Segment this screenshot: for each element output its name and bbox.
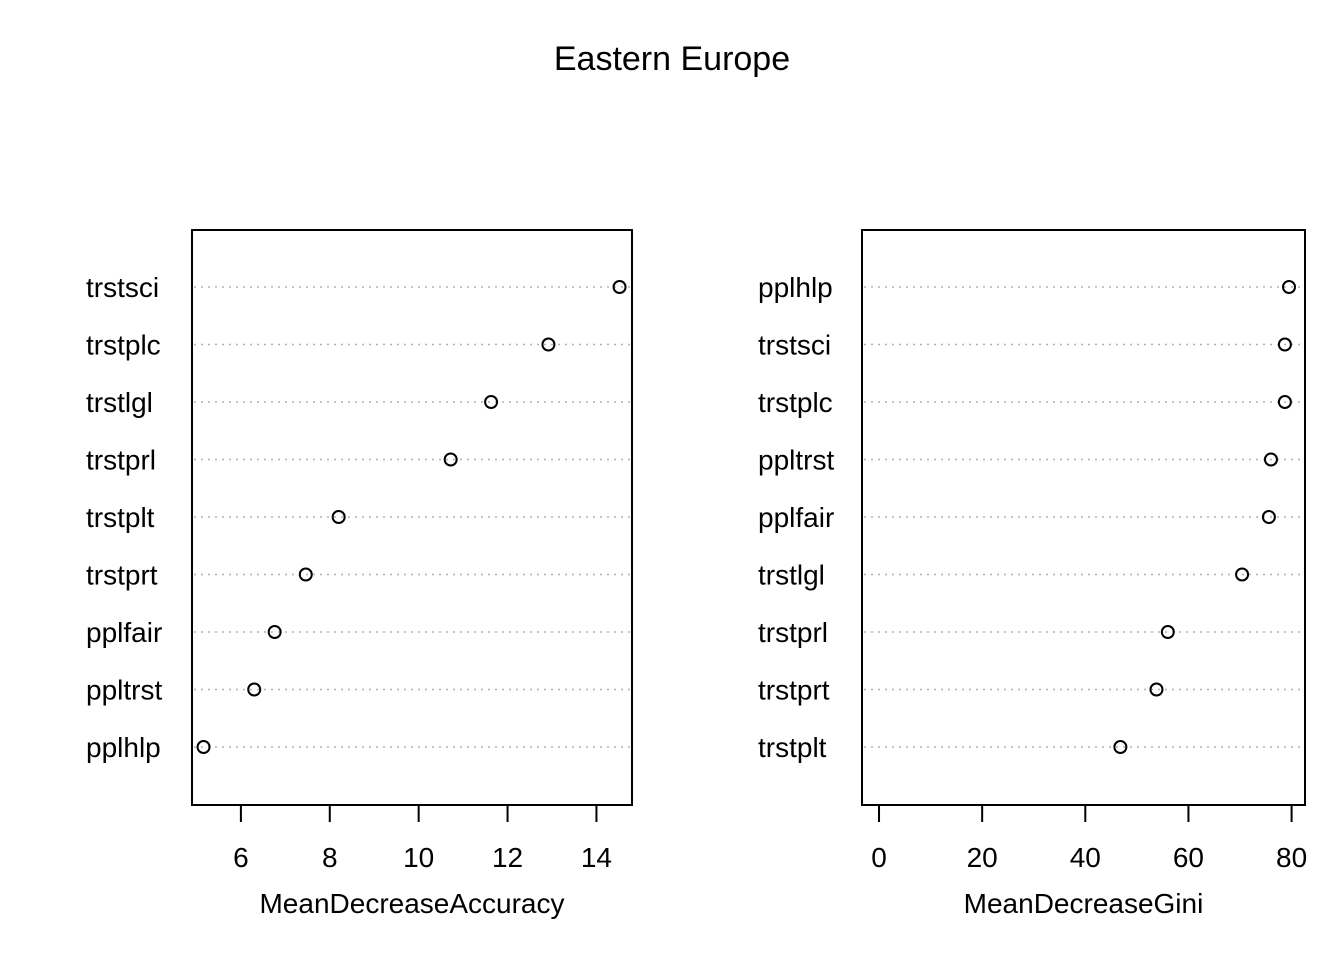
accuracy-category-label: trstsci — [86, 272, 159, 303]
accuracy-data-point — [247, 682, 262, 697]
gini-x-tick-label: 0 — [871, 842, 887, 873]
gini-data-point — [1282, 280, 1297, 294]
figure-title: Eastern Europe — [554, 40, 790, 78]
accuracy-panel: trstsci trstplc trstlgl trstprl trstplt trstp… — [86, 229, 633, 919]
accuracy-x-axis-label: MeanDecreaseAccuracy — [259, 888, 564, 919]
gini-category-label: pplhlp — [758, 272, 833, 303]
gini-data-point — [1277, 395, 1292, 409]
gini-category-label: ppltrst — [758, 445, 834, 476]
gini-x-axis-label: MeanDecreaseGini — [964, 888, 1204, 919]
accuracy-category-label: trstplt — [86, 502, 155, 533]
gini-category-label: trstsci — [758, 330, 831, 361]
accuracy-data-point — [443, 452, 458, 467]
gini-data-point — [1263, 452, 1278, 467]
gini-data-point — [1113, 740, 1128, 754]
accuracy-data-point — [612, 280, 627, 294]
accuracy-data-point — [484, 395, 499, 409]
gini-data-point — [1235, 567, 1250, 582]
gini-category-label: trstplc — [758, 387, 833, 418]
gini-panel: pplhlp trstsci trstplc ppltrst pplfair trstlg… — [758, 229, 1307, 919]
gini-category-label: pplfair — [758, 502, 834, 533]
gini-data-point — [1149, 682, 1164, 697]
gini-category-label: trstplt — [758, 732, 827, 763]
accuracy-data-point — [196, 740, 211, 754]
accuracy-x-tick-label: 8 — [322, 842, 338, 873]
accuracy-category-label: trstlgl — [86, 387, 153, 418]
accuracy-category-label: pplhlp — [86, 732, 161, 763]
gini-data-point — [1261, 510, 1276, 524]
accuracy-data-point — [331, 510, 346, 524]
gini-data-point — [1277, 337, 1292, 352]
gini-data-point — [1160, 625, 1175, 639]
gini-category-label: trstprt — [758, 675, 830, 706]
accuracy-category-label: trstprl — [86, 445, 156, 476]
accuracy-data-point — [298, 567, 313, 582]
accuracy-category-label: ppltrst — [86, 675, 162, 706]
accuracy-data-point — [541, 337, 556, 352]
accuracy-x-tick-label: 12 — [492, 842, 523, 873]
gini-x-tick-label: 20 — [967, 842, 998, 873]
accuracy-x-tick-label: 14 — [581, 842, 612, 873]
gini-x-tick-label: 60 — [1173, 842, 1204, 873]
accuracy-category-label: pplfair — [86, 617, 162, 648]
gini-category-label: trstlgl — [758, 560, 825, 591]
gini-x-tick-label: 80 — [1276, 842, 1307, 873]
gini-category-label: trstprl — [758, 617, 828, 648]
accuracy-data-point — [267, 625, 282, 639]
accuracy-category-label: trstplc — [86, 330, 161, 361]
gini-x-tick-label: 40 — [1070, 842, 1101, 873]
accuracy-x-tick-label: 10 — [403, 842, 434, 873]
accuracy-x-tick-label: 6 — [233, 842, 249, 873]
accuracy-category-label: trstprt — [86, 560, 158, 591]
